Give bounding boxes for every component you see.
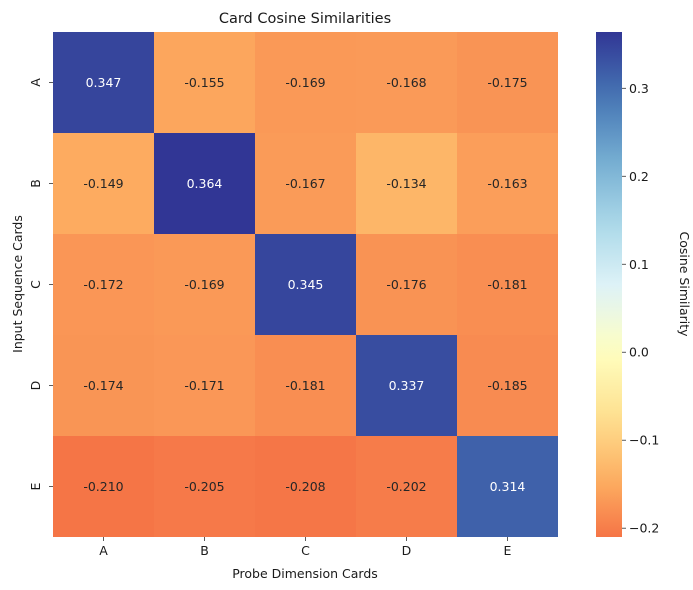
cell-value-label: -0.167	[285, 176, 325, 191]
cell-value-label: -0.208	[285, 479, 325, 494]
y-tick-label: D	[28, 381, 43, 391]
heatmap-cell-E-A	[53, 436, 154, 537]
cell-value-label: 0.364	[187, 176, 223, 191]
heatmap-cell-C-E	[457, 234, 558, 335]
heatmap-cell-E-C	[255, 436, 356, 537]
x-axis-label: Probe Dimension Cards	[232, 566, 378, 581]
cell-value-label: -0.181	[487, 277, 527, 292]
cell-value-label: -0.169	[285, 75, 325, 90]
cell-value-label: -0.176	[386, 277, 426, 292]
colorbar-tick-label: 0.1	[629, 257, 649, 272]
y-tick-label: E	[28, 482, 43, 490]
heatmap-cell-E-D	[356, 436, 457, 537]
colorbar-ticks: −0.2 −0.1 0.0 0.1 0.2 0.3	[622, 81, 659, 536]
y-tick-label: C	[28, 280, 43, 289]
heatmap-cell-B-C	[255, 133, 356, 234]
x-tick-label: D	[402, 543, 412, 558]
x-tick-label: C	[301, 543, 310, 558]
cell-value-label: -0.181	[285, 378, 325, 393]
heatmap-cell-D-D	[356, 335, 457, 436]
cell-value-label: -0.134	[386, 176, 426, 191]
heatmap-cells	[53, 32, 558, 537]
colorbar-label: Cosine Similarity	[677, 231, 692, 337]
heatmap-cell-A-B	[154, 32, 255, 133]
cell-value-label: -0.174	[83, 378, 123, 393]
heatmap-cell-C-A	[53, 234, 154, 335]
cell-value-label: -0.171	[184, 378, 224, 393]
heatmap-cell-B-B	[154, 133, 255, 234]
colorbar-tick-label: −0.2	[629, 521, 659, 536]
cell-value-label: -0.172	[83, 277, 123, 292]
colorbar-tick-label: 0.3	[629, 81, 649, 96]
chart-title: Card Cosine Similarities	[219, 11, 391, 27]
heatmap-cell-B-D	[356, 133, 457, 234]
heatmap-cell-D-E	[457, 335, 558, 436]
x-axis: A B C D E	[99, 537, 512, 558]
heatmap-cell-E-E	[457, 436, 558, 537]
cell-value-label: -0.175	[487, 75, 527, 90]
cell-value-label: 0.345	[288, 277, 324, 292]
heatmap-cell-C-D	[356, 234, 457, 335]
colorbar-tick-label: −0.1	[629, 433, 659, 448]
colorbar-tick-label: 0.2	[629, 169, 649, 184]
cell-value-label: -0.210	[83, 479, 123, 494]
colorbar-gradient	[596, 32, 622, 537]
heatmap-cell-A-A	[53, 32, 154, 133]
heatmap-cell-A-E	[457, 32, 558, 133]
heatmap-cell-D-C	[255, 335, 356, 436]
y-tick-label: A	[28, 78, 43, 87]
heatmap-cell-A-C	[255, 32, 356, 133]
heatmap-cell-D-B	[154, 335, 255, 436]
x-tick-label: B	[200, 543, 209, 558]
heatmap-cell-C-B	[154, 234, 255, 335]
heatmap-cell-labels: 0.347 -0.155 -0.169 -0.168 -0.175 -0.149 0.364…	[83, 75, 527, 494]
heatmap-cell-E-B	[154, 436, 255, 537]
heatmap-cell-A-D	[356, 32, 457, 133]
heatmap-cell-C-C	[255, 234, 356, 335]
cell-value-label: -0.149	[83, 176, 123, 191]
cell-value-label: -0.185	[487, 378, 527, 393]
x-tick-label: A	[99, 543, 108, 558]
cell-value-label: -0.155	[184, 75, 224, 90]
cell-value-label: -0.169	[184, 277, 224, 292]
heatmap-cell-D-A	[53, 335, 154, 436]
cell-value-label: 0.337	[389, 378, 425, 393]
cell-value-label: -0.205	[184, 479, 224, 494]
cell-value-label: -0.168	[386, 75, 426, 90]
y-tick-label: B	[28, 179, 43, 188]
y-axis-label: Input Sequence Cards	[10, 215, 25, 353]
colorbar-tick-label: 0.0	[629, 345, 649, 360]
cell-value-label: 0.347	[86, 75, 122, 90]
y-axis: A B C D E	[28, 78, 53, 490]
colorbar: −0.2 −0.1 0.0 0.1 0.2 0.3 Cosine Similarity	[596, 32, 692, 537]
x-tick-label: E	[504, 543, 512, 558]
cell-value-label: -0.163	[487, 176, 527, 191]
heatmap-cell-B-A	[53, 133, 154, 234]
heatmap-cell-B-E	[457, 133, 558, 234]
cell-value-label: -0.202	[386, 479, 426, 494]
cell-value-label: 0.314	[490, 479, 526, 494]
